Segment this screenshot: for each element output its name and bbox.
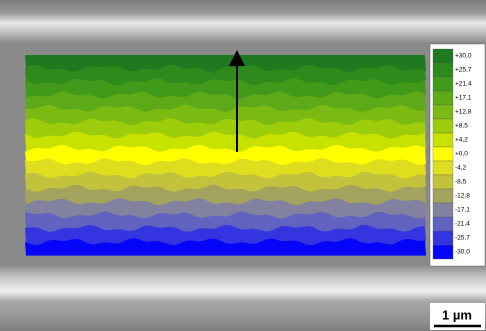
legend-swatch (433, 189, 453, 203)
legend-label: -21,4 (455, 221, 470, 228)
legend-swatch (433, 161, 453, 175)
legend-label: -25,7 (455, 235, 470, 242)
legend-label: +0,0 (455, 151, 468, 158)
strain-map (25, 55, 426, 256)
sem-image: +30,0 +25,7 +21,4 +17,1 +12,8 +8,5 +4,2 +0,0 -4,… (0, 0, 486, 331)
legend-swatch (433, 231, 453, 245)
legend-label: +12,8 (455, 109, 472, 116)
legend-label: -17,1 (455, 207, 470, 214)
legend-swatch (433, 105, 453, 119)
legend-swatch (433, 217, 453, 231)
scale-bar-label: 1 µm (442, 307, 472, 322)
legend-swatch (433, 77, 453, 91)
legend-swatch (433, 49, 453, 63)
legend-label: -8,5 (455, 179, 467, 186)
legend-label: +21,4 (455, 81, 472, 88)
legend-label: +4,2 (455, 137, 468, 144)
legend-swatch (433, 91, 453, 105)
page: {"legend": {"entries": [ {"label": "+30,… (0, 0, 486, 331)
legend-swatch (433, 119, 453, 133)
legend-swatch (433, 175, 453, 189)
legend-label: +30,0 (455, 53, 472, 60)
legend-label: -4,2 (455, 165, 467, 172)
legend-label: +17,1 (455, 95, 472, 102)
legend-swatch (433, 203, 453, 217)
legend-swatch (433, 133, 453, 147)
legend-swatch (433, 147, 453, 161)
legend-label: +8,5 (455, 123, 468, 130)
legend-label: +25,7 (455, 67, 472, 74)
legend-swatch (433, 63, 453, 77)
legend-label: -30,0 (455, 249, 470, 256)
legend-swatch (433, 245, 453, 259)
legend: +30,0 +25,7 +21,4 +17,1 +12,8 +8,5 +4,2 +0,0 -4,… (433, 49, 472, 259)
legend-label: -12,8 (455, 193, 470, 200)
